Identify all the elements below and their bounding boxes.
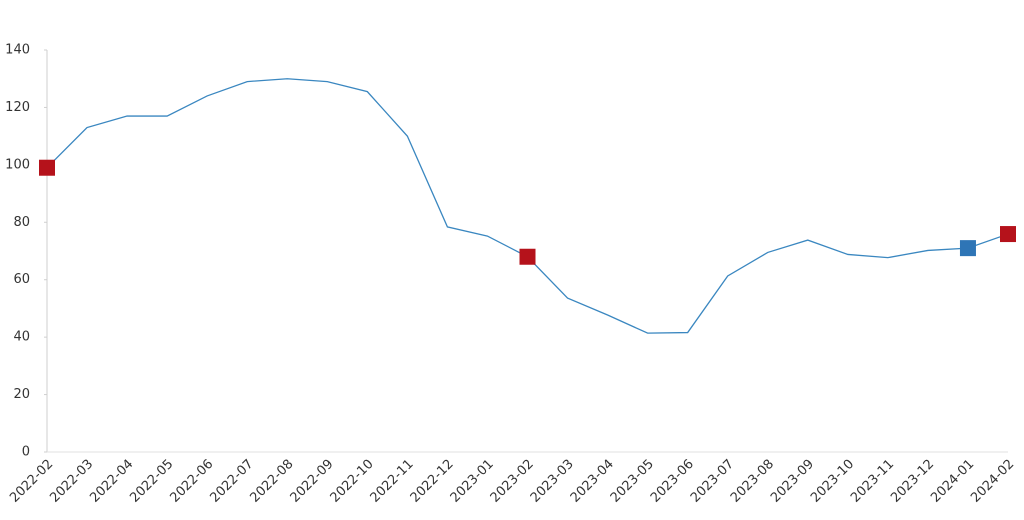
x-tick-label: 2023-10 xyxy=(808,457,857,506)
x-tick-label: 2023-09 xyxy=(768,457,817,506)
x-tick-label: 2023-03 xyxy=(528,457,577,506)
line xyxy=(46,78,1009,334)
x-tick-label: 2023-08 xyxy=(728,457,777,506)
y-tick-label: 60 xyxy=(13,272,30,287)
x-tick-label: 2022-12 xyxy=(408,457,457,506)
y-tick-label: 140 xyxy=(5,43,30,58)
x-tick-label: 2022-06 xyxy=(167,457,216,506)
x-tick-label: 2022-02 xyxy=(7,457,56,506)
y-tick-label: 80 xyxy=(13,215,30,230)
y-tick-label: 120 xyxy=(5,100,30,115)
x-tick-label: 2022-09 xyxy=(288,457,337,506)
x-tick-label: 2023-12 xyxy=(888,457,937,506)
x-tick-label: 2023-11 xyxy=(848,457,897,506)
x-tick-label: 2023-02 xyxy=(488,457,537,506)
x-tick-label: 2022-07 xyxy=(207,457,256,506)
x-tick-label: 2023-06 xyxy=(648,457,697,506)
marker xyxy=(519,248,536,265)
x-tick-label: 2022-04 xyxy=(87,457,136,506)
x-tick-label: 2024-02 xyxy=(968,457,1017,506)
y-tick-label: 0 xyxy=(22,445,30,460)
x-tick-label: 2022-11 xyxy=(368,457,417,506)
x-tick-label: 2023-04 xyxy=(568,457,617,506)
x-tick-label: 2022-10 xyxy=(328,457,377,506)
y-tick-label: 100 xyxy=(5,157,30,172)
x-tick-label: 2022-05 xyxy=(127,457,176,506)
x-tick-label: 2023-07 xyxy=(688,457,737,506)
x-tick-label: 2022-03 xyxy=(47,457,96,506)
x-tick-label: 2023-01 xyxy=(448,457,497,506)
marker xyxy=(39,159,55,176)
x-tick-label: 2024-01 xyxy=(928,457,977,506)
x-tick-label: 2023-05 xyxy=(608,457,657,506)
x-tick-label: 2022-08 xyxy=(248,457,297,506)
y-tick-label: 40 xyxy=(13,330,30,345)
marker xyxy=(959,240,976,257)
marker xyxy=(1000,226,1016,243)
y-tick-label: 20 xyxy=(13,387,30,402)
